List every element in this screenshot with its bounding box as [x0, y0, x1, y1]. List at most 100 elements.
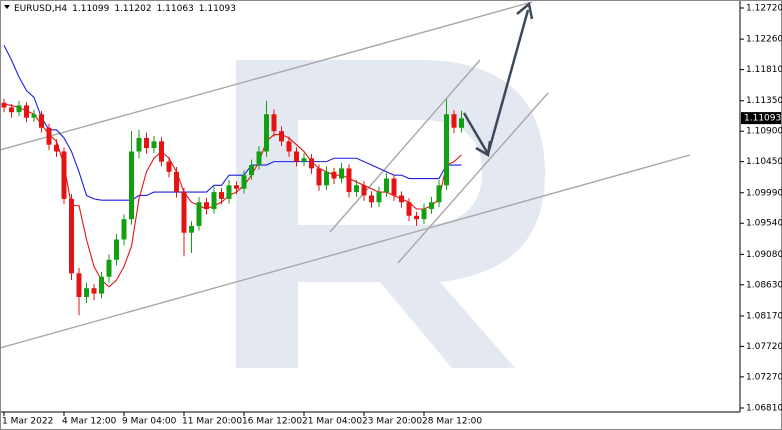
x-tick-label: 21 Mar 04:00	[302, 417, 362, 427]
candle-body	[301, 158, 307, 162]
candle-body	[211, 192, 217, 210]
candle-body	[181, 192, 187, 233]
candle-body	[429, 202, 434, 210]
candle-body	[174, 171, 179, 193]
candle-body	[399, 195, 404, 203]
watermark	[236, 60, 545, 368]
plot	[1, 44, 464, 316]
candle-body	[264, 114, 269, 152]
forecast-arrow	[462, 1, 534, 158]
candle-body	[61, 151, 67, 199]
candle-body	[106, 259, 112, 277]
indicator-line	[3, 103, 462, 288]
candle-body	[219, 192, 224, 199]
candle-body	[376, 192, 382, 203]
candle-body	[384, 178, 389, 193]
candle-body	[346, 168, 352, 193]
y-tick-label: 1.08630	[746, 280, 782, 290]
header-price: 1.11099	[72, 4, 109, 14]
candle-body	[406, 202, 412, 216]
candle-body	[294, 151, 299, 162]
candle-body	[151, 141, 157, 149]
y-tick-label: 1.11810	[746, 65, 782, 75]
y-tick-label: 1.07270	[746, 372, 782, 382]
menu-triangle[interactable]	[4, 5, 10, 9]
candle-body	[391, 178, 397, 196]
chart-header: EURUSD,H4 1.11099 1.11202 1.11063 1.11093	[14, 4, 236, 14]
candle-body	[129, 151, 134, 220]
x-tick-label: 16 Mar 12:00	[242, 417, 302, 427]
candle-body	[234, 185, 239, 189]
candle-body	[451, 114, 457, 128]
candle-body	[331, 171, 337, 179]
candle-body	[459, 118, 464, 128]
candle-body	[249, 165, 254, 176]
candle-body	[256, 151, 262, 166]
y-tick-label: 1.12720	[746, 3, 782, 13]
candle-body	[16, 105, 22, 113]
header-price: 1.11063	[157, 4, 194, 14]
last-price-box	[741, 112, 781, 125]
candle-body	[354, 185, 359, 193]
indicator-line	[3, 44, 462, 201]
candle-body	[136, 137, 142, 152]
candle-body	[121, 219, 127, 240]
y-tick-label: 1.09540	[746, 219, 782, 229]
candle-body	[361, 185, 367, 196]
candle-body	[444, 114, 449, 186]
candle-body	[144, 137, 149, 149]
candle-body	[69, 198, 74, 274]
candle-body	[24, 105, 29, 118]
trend-lines	[0, 1, 691, 349]
candle-body	[9, 107, 14, 113]
candle-body	[1, 102, 7, 108]
candle-body	[279, 131, 284, 142]
y-tick-label: 1.09990	[746, 188, 782, 198]
candle-body	[271, 114, 277, 132]
candle-body	[166, 161, 172, 172]
candle-body	[241, 175, 247, 189]
candle-body	[114, 239, 119, 260]
x-tick-label: 11 Mar 20:00	[182, 417, 242, 427]
candle-body	[31, 114, 37, 118]
candle-body	[99, 276, 104, 294]
symbol: EURUSD,H4	[14, 4, 67, 14]
candle-body	[316, 168, 322, 186]
candle-body	[76, 273, 82, 298]
y-tick-label: 1.10450	[746, 157, 782, 167]
candle-body	[159, 141, 164, 162]
y-tick-label: 1.08170	[746, 311, 782, 321]
last-price-label: 1.11093	[744, 114, 781, 124]
y-tick-label: 1.07720	[746, 342, 782, 352]
candle-body	[421, 209, 427, 220]
candle-body	[226, 185, 232, 199]
candle-body	[339, 168, 344, 179]
candle-body	[54, 144, 59, 152]
candle-body	[324, 171, 329, 186]
x-tick-label: 23 Mar 20:00	[362, 417, 422, 427]
y-tick-label: 1.06810	[746, 404, 782, 414]
y-tick-label: 1.09080	[746, 250, 782, 260]
candle-body	[286, 141, 292, 152]
candle-body	[309, 158, 314, 169]
candle-body	[91, 288, 97, 294]
header-price: 1.11202	[114, 4, 151, 14]
x-tick-label: 28 Mar 12:00	[422, 417, 482, 427]
y-tick-label: 1.10900	[746, 127, 782, 137]
candle-body	[414, 215, 419, 220]
candle-body	[84, 288, 89, 298]
y-tick-label: 1.11350	[746, 96, 782, 106]
candle-body	[46, 127, 52, 145]
candle-body	[196, 202, 202, 226]
x-tick-label: 1 Mar 2022	[2, 417, 53, 427]
candle-body	[436, 185, 442, 203]
candle-body	[39, 114, 44, 128]
header-price: 1.11093	[199, 4, 236, 14]
candle-body	[189, 225, 194, 233]
y-tick-label: 1.12260	[746, 35, 782, 45]
x-tick-label: 9 Mar 04:00	[122, 417, 177, 427]
candle-body	[369, 195, 374, 203]
candle-body	[204, 202, 209, 210]
